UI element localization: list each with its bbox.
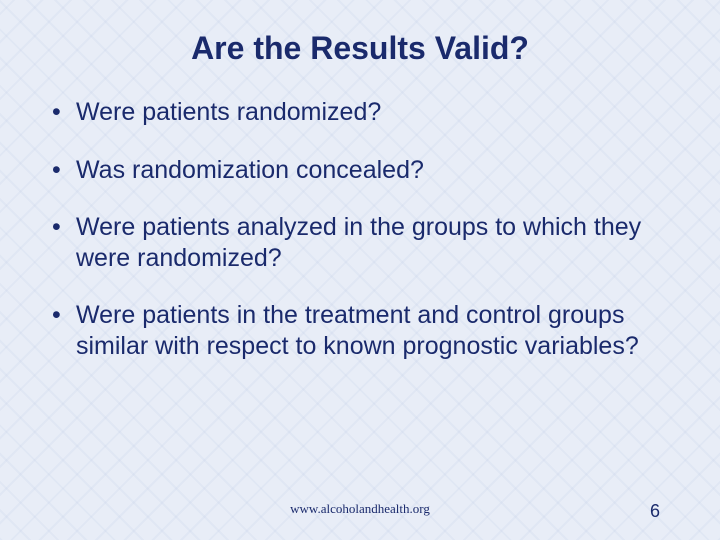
bullet-item: Were patients analyzed in the groups to …	[50, 212, 670, 273]
bullet-list: Were patients randomized? Was randomizat…	[50, 97, 670, 361]
slide-footer: www.alcoholandhealth.org 6	[0, 501, 720, 522]
bullet-item: Were patients in the treatment and contr…	[50, 300, 670, 361]
slide-container: Are the Results Valid? Were patients ran…	[0, 0, 720, 540]
bullet-item: Was randomization concealed?	[50, 155, 670, 186]
bullet-item: Were patients randomized?	[50, 97, 670, 128]
page-number: 6	[650, 501, 660, 522]
slide-title: Are the Results Valid?	[50, 30, 670, 67]
footer-url: www.alcoholandhealth.org	[290, 501, 430, 517]
